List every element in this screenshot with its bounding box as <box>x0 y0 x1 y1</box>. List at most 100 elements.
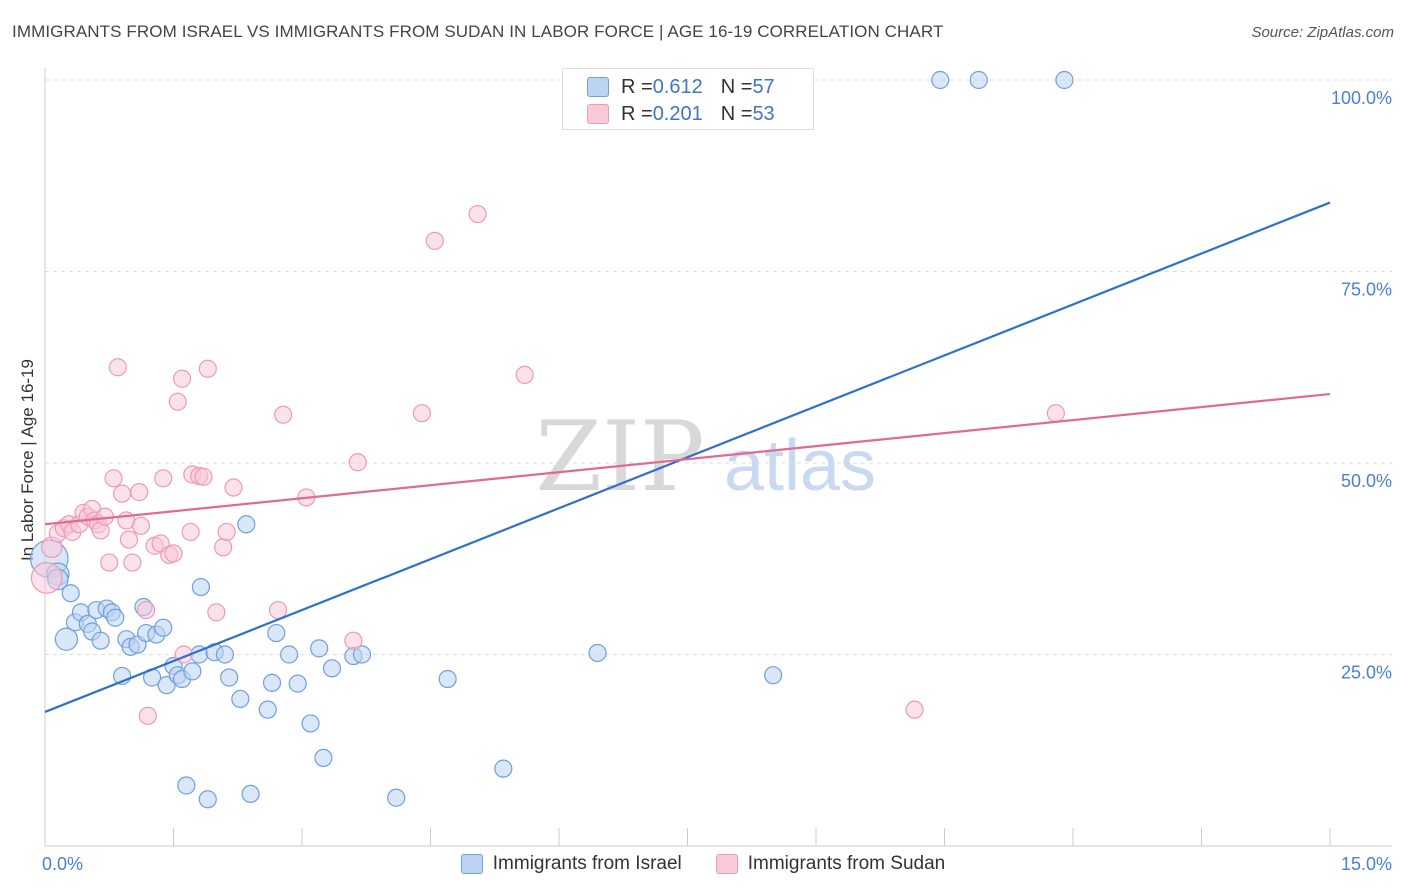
point-israel-40 <box>267 623 286 643</box>
sudan-n-label: N = <box>720 102 753 125</box>
point-israel-45 <box>314 748 333 768</box>
point-sudan-33 <box>181 522 200 542</box>
legend-row-sudan: R = 0.201 N = 53 <box>587 101 775 127</box>
point-israel-51 <box>494 759 513 778</box>
point-israel-28 <box>183 662 202 681</box>
israel-n-value: 57 <box>752 75 775 98</box>
point-israel-22 <box>154 618 173 637</box>
point-israel-30 <box>191 577 211 597</box>
israel-r-label: R = <box>621 75 653 98</box>
tick-layer: 25.0% 50.0% 75.0% 100.0% 0.0% 15.0% <box>42 88 1392 874</box>
point-israel-48 <box>352 645 372 664</box>
trendline-sudan <box>44 392 1331 526</box>
point-israel-56 <box>1055 70 1074 90</box>
point-sudan-37 <box>198 359 217 378</box>
point-israel-42 <box>288 674 307 693</box>
point-israel-34 <box>220 668 239 687</box>
x-tick-label-min: 0.0% <box>42 854 83 874</box>
point-sudan-21 <box>130 483 149 502</box>
chart-title: IMMIGRANTS FROM ISRAEL VS IMMIGRANTS FRO… <box>12 22 944 41</box>
point-sudan-50 <box>515 365 534 385</box>
point-israel-50 <box>438 669 457 689</box>
y-tick-label: 75.0% <box>1341 280 1392 300</box>
point-sudan-20 <box>123 553 142 572</box>
correlation-legend: R = 0.612 N = 57 R = 0.201 N = 53 <box>562 68 814 130</box>
point-israel-52 <box>588 643 607 663</box>
sudan-r-label: R = <box>621 102 653 125</box>
israel-legend-swatch-icon <box>460 854 483 874</box>
point-israel-38 <box>258 700 277 719</box>
israel-r-value: 0.612 <box>652 75 703 98</box>
point-israel-10 <box>91 631 110 650</box>
point-israel-13 <box>106 608 125 627</box>
point-sudan-51 <box>905 700 924 719</box>
watermark-zip: ZIP <box>535 401 704 513</box>
israel-n-label: N = <box>720 75 753 98</box>
point-israel-41 <box>280 645 299 664</box>
point-israel-37 <box>241 784 260 804</box>
point-israel-3 <box>61 584 80 603</box>
point-israel-33 <box>215 645 234 664</box>
point-sudan-23 <box>136 600 156 620</box>
point-sudan-17 <box>112 484 132 503</box>
sudan-legend-swatch-icon <box>715 854 738 874</box>
series-legend: Immigrants from Israel Immigrants from S… <box>0 850 1406 878</box>
point-israel-4 <box>54 627 79 651</box>
point-sudan-47 <box>412 404 432 423</box>
legend-item-sudan[interactable]: Immigrants from Sudan <box>715 853 946 875</box>
legend-item-israel[interactable]: Immigrants from Israel <box>460 853 682 875</box>
points-layer <box>29 70 1074 809</box>
point-sudan-22 <box>131 516 151 535</box>
point-israel-53 <box>764 666 783 685</box>
point-sudan-40 <box>217 522 236 542</box>
legend-label-israel: Immigrants from Israel <box>492 853 682 874</box>
point-israel-36 <box>237 515 256 534</box>
legend-label-sudan: Immigrants from Sudan <box>747 853 946 874</box>
point-sudan-0 <box>30 562 63 594</box>
point-sudan-14 <box>100 553 119 572</box>
x-tick-label-max: 15.0% <box>1341 854 1392 874</box>
sudan-swatch-icon <box>587 104 609 124</box>
point-sudan-49 <box>468 204 487 224</box>
point-sudan-36 <box>194 467 213 486</box>
point-sudan-42 <box>268 600 288 620</box>
point-sudan-29 <box>164 544 183 563</box>
source-label: Source: ZipAtlas.com <box>1251 24 1394 41</box>
point-sudan-43 <box>274 405 293 424</box>
y-tick-label: 25.0% <box>1341 663 1392 683</box>
point-israel-39 <box>262 673 282 692</box>
point-israel-46 <box>322 659 342 678</box>
point-sudan-48 <box>425 231 444 250</box>
point-sudan-16 <box>108 358 127 377</box>
watermark: ZIP atlas <box>535 401 876 513</box>
point-sudan-27 <box>154 469 173 488</box>
point-sudan-46 <box>348 453 367 472</box>
point-israel-43 <box>301 714 320 733</box>
point-sudan-24 <box>138 706 157 725</box>
point-sudan-15 <box>104 469 123 488</box>
y-tick-label: 50.0% <box>1341 471 1392 491</box>
watermark-atlas: atlas <box>724 426 876 506</box>
point-israel-49 <box>387 788 406 807</box>
point-sudan-41 <box>224 478 243 497</box>
point-sudan-31 <box>172 369 192 388</box>
point-sudan-52 <box>1046 404 1065 423</box>
point-sudan-38 <box>207 603 226 622</box>
axis-layer <box>44 68 1392 847</box>
grid-layer <box>45 79 1392 655</box>
point-sudan-45 <box>344 631 363 650</box>
point-israel-55 <box>969 70 988 90</box>
point-sudan-39 <box>214 538 233 557</box>
trendline-israel <box>44 201 1331 713</box>
point-israel-31 <box>198 790 217 809</box>
point-israel-44 <box>310 639 329 658</box>
legend-row-israel: R = 0.612 N = 57 <box>587 74 775 100</box>
point-israel-27 <box>177 776 196 795</box>
sudan-n-value: 53 <box>752 102 775 125</box>
point-sudan-19 <box>119 530 139 549</box>
sudan-r-value: 0.201 <box>652 102 703 125</box>
point-sudan-30 <box>168 392 187 411</box>
y-tick-label: 100.0% <box>1331 88 1392 108</box>
israel-swatch-icon <box>587 77 609 97</box>
